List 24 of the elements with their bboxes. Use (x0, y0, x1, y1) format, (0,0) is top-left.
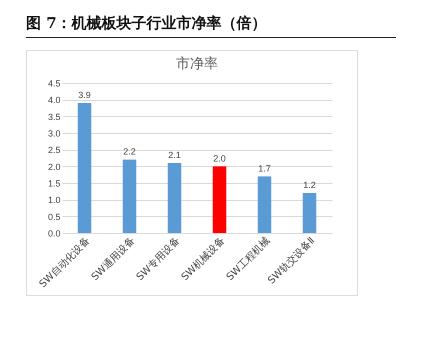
y-tick-label: 2.5 (48, 145, 60, 156)
data-label: 3.9 (78, 90, 91, 100)
y-tick-label: 4.0 (48, 95, 60, 106)
chart-subtitle: 市净率 (176, 56, 218, 72)
bar (258, 176, 272, 233)
bar (212, 166, 226, 233)
bar (78, 103, 92, 233)
y-tick-label: 3.5 (48, 112, 60, 122)
y-tick-label: 2.0 (48, 162, 60, 172)
data-label: 2.1 (168, 150, 181, 160)
bar (168, 163, 182, 233)
bar (302, 193, 316, 233)
y-tick-label: 1.5 (48, 178, 60, 188)
y-tick-label: 3.0 (48, 128, 60, 138)
data-label: 2.2 (123, 146, 136, 157)
data-label: 1.2 (303, 180, 316, 190)
chart-title: 图 7：机械板块子行业市净率（倍） (26, 14, 396, 38)
data-label: 2.0 (213, 153, 226, 164)
y-tick-label: 0.5 (48, 212, 60, 222)
y-tick-label: 0.0 (48, 228, 60, 238)
y-tick-label: 1.0 (48, 195, 60, 206)
y-tick-label: 4.5 (48, 78, 60, 88)
data-label: 1.7 (258, 163, 271, 174)
bar (122, 160, 136, 233)
